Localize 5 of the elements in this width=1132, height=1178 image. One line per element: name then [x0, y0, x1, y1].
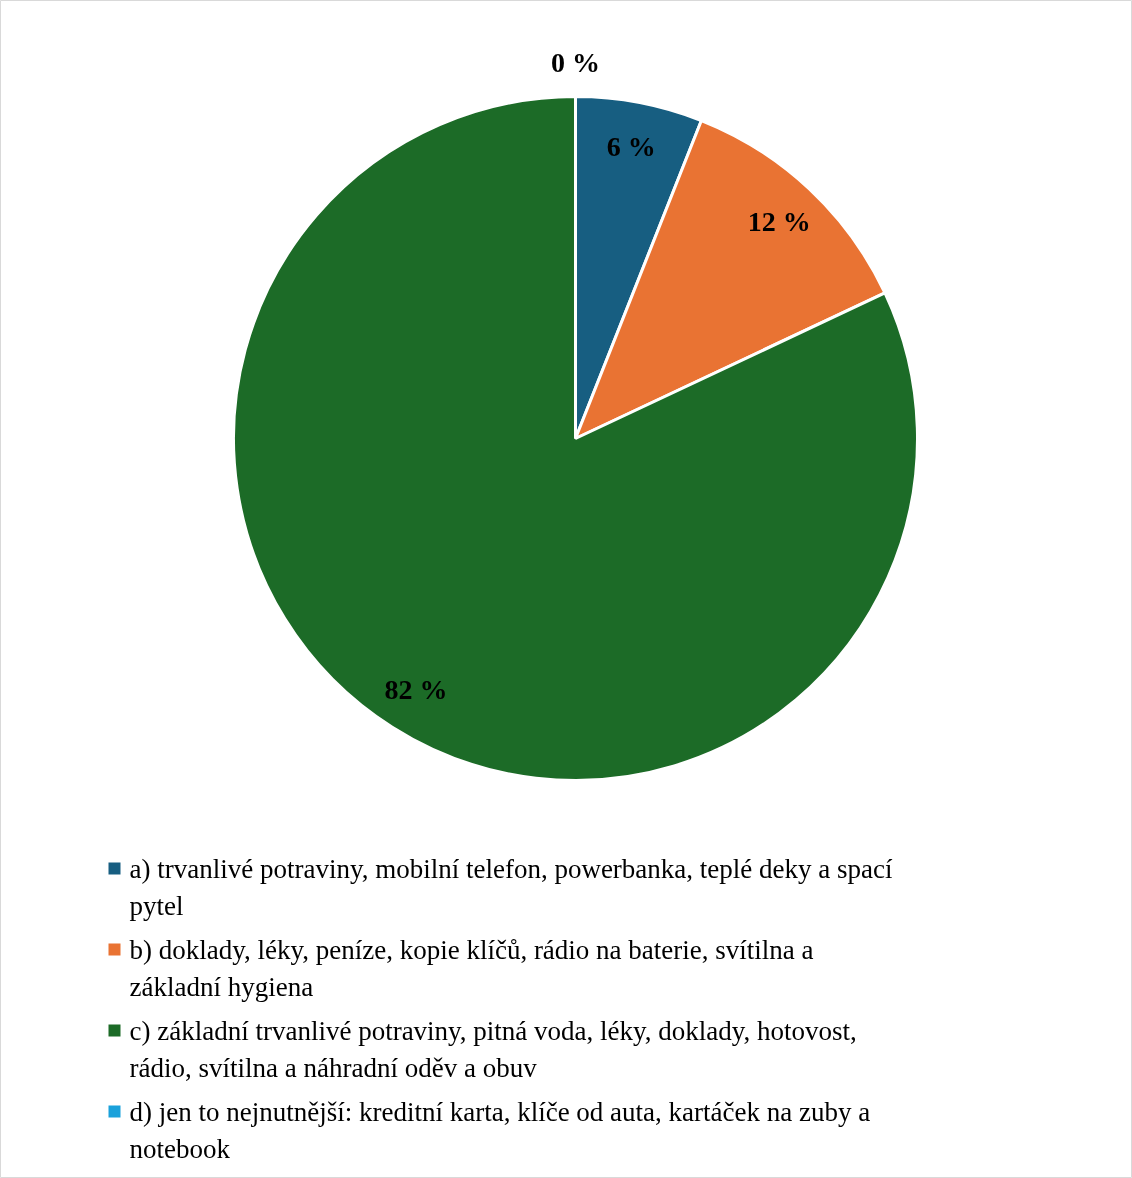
text: 0 % — [551, 46, 600, 78]
data-label: 12 % — [747, 206, 811, 238]
data-label: 82 % — [384, 674, 448, 706]
data-label: 6 % — [606, 130, 656, 162]
legend-label: d) jen to nejnutnější: kreditní karta, klíče od auta, kartáček na zuby a notebook — [129, 1096, 871, 1164]
